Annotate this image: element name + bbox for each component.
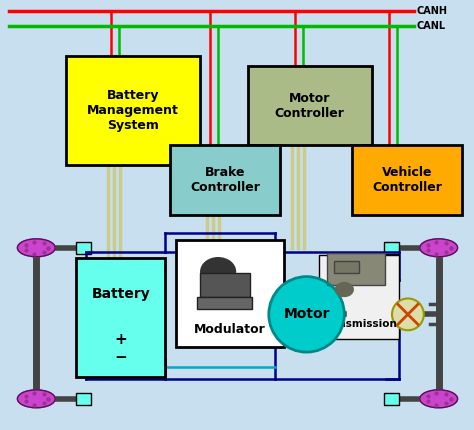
- Circle shape: [392, 298, 424, 330]
- Text: Battery
Management
System: Battery Management System: [87, 89, 179, 132]
- Text: −: −: [114, 350, 127, 365]
- Text: Brake
Controller: Brake Controller: [190, 166, 260, 194]
- Text: Modulator: Modulator: [194, 323, 266, 336]
- Text: Transmission: Transmission: [321, 319, 398, 329]
- Bar: [171, 145, 280, 215]
- Bar: [197, 298, 252, 310]
- Ellipse shape: [201, 258, 236, 286]
- Bar: [334, 261, 359, 273]
- Bar: [76, 393, 91, 405]
- Bar: [176, 240, 284, 347]
- Bar: [328, 253, 385, 285]
- Bar: [384, 242, 399, 254]
- Ellipse shape: [18, 239, 55, 257]
- Bar: [319, 255, 399, 339]
- Ellipse shape: [336, 283, 353, 296]
- Text: Motor: Motor: [283, 307, 330, 321]
- Text: Vehicle
Controller: Vehicle Controller: [372, 166, 442, 194]
- Ellipse shape: [420, 390, 457, 408]
- Bar: [76, 242, 91, 254]
- Text: Battery: Battery: [91, 288, 150, 301]
- Text: +: +: [114, 332, 127, 347]
- Text: CANH: CANH: [417, 6, 448, 16]
- Ellipse shape: [18, 390, 55, 408]
- Text: Motor
Controller: Motor Controller: [274, 92, 345, 120]
- Bar: [66, 56, 200, 165]
- Bar: [76, 258, 165, 377]
- Bar: [384, 393, 399, 405]
- Bar: [200, 273, 250, 298]
- Circle shape: [269, 276, 344, 352]
- Text: CANL: CANL: [417, 21, 446, 31]
- Bar: [248, 66, 372, 145]
- Ellipse shape: [420, 239, 457, 257]
- Bar: [352, 145, 462, 215]
